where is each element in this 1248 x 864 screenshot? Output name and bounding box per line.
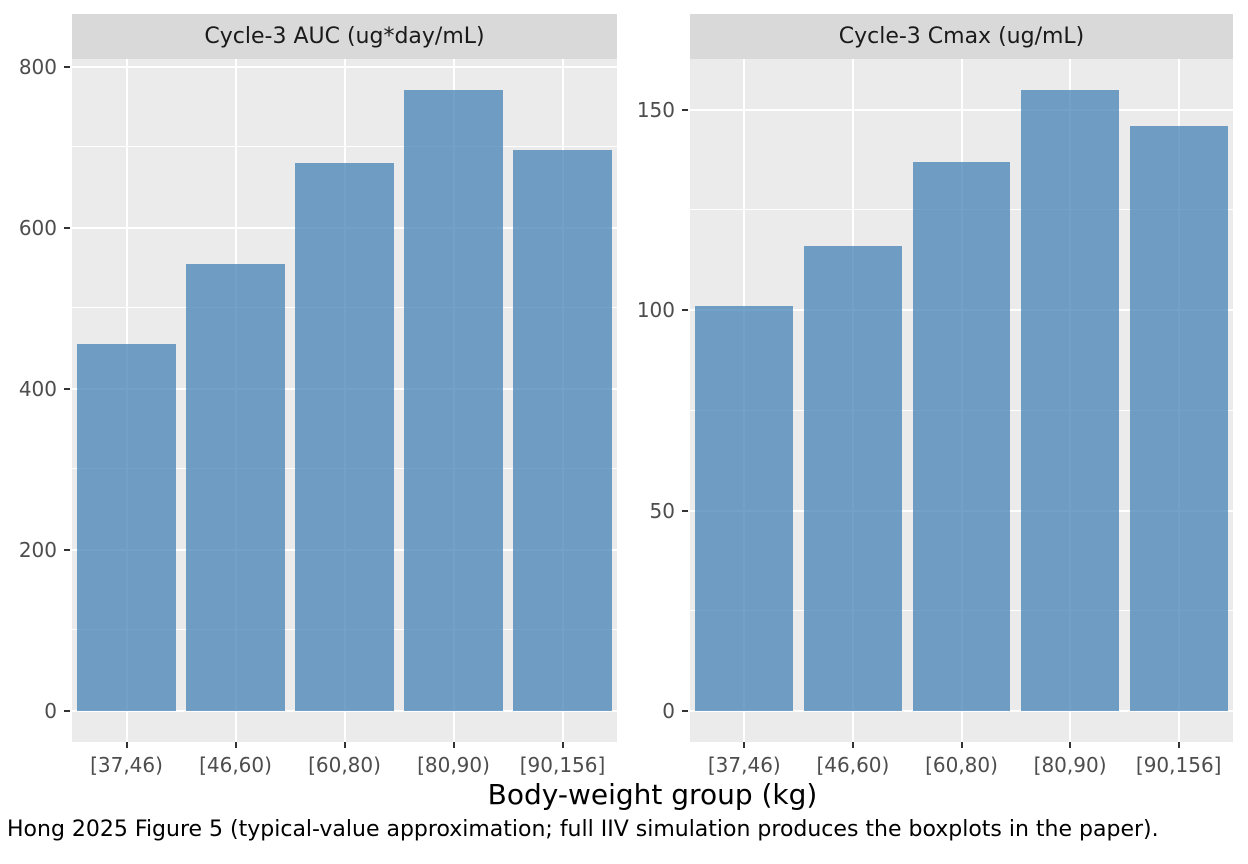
y-tick-label: 200 xyxy=(18,537,57,562)
x-tick-label: [60,80) xyxy=(308,753,381,777)
minor-gridline xyxy=(72,146,617,148)
facet-cmax: Cycle-3 Cmax (ug/mL) [37,46) [46,60) [60,8… xyxy=(690,0,1233,864)
y-axis-auc: 0 200 400 600 800 xyxy=(0,54,71,742)
y-tick-mark xyxy=(682,509,688,512)
x-axis-title: Body-weight group (kg) xyxy=(487,778,818,811)
y-tick-label: 0 xyxy=(44,698,57,723)
panel-cmax xyxy=(690,59,1233,742)
panel-auc xyxy=(72,59,617,742)
x-tick-label: [46,60) xyxy=(816,753,890,777)
y-tick-mark xyxy=(682,109,688,112)
major-gridline xyxy=(72,65,617,68)
y-tick-label: 100 xyxy=(636,298,675,323)
facet-strip-cmax: Cycle-3 Cmax (ug/mL) xyxy=(690,14,1233,59)
x-tick-label: [80,90) xyxy=(417,753,490,777)
y-tick-label: 800 xyxy=(18,54,57,79)
y-tick-mark xyxy=(64,226,70,229)
bar-[46,60) xyxy=(186,264,285,711)
bar-[90,156] xyxy=(513,149,612,711)
y-tick-mark xyxy=(64,387,70,390)
x-tick-mark xyxy=(234,742,237,748)
x-axis-auc: [37,46) [46,60) [60,80) [80,90) [90,156] xyxy=(72,742,617,792)
x-tick-label: [37,46) xyxy=(707,753,781,777)
x-tick-label: [46,60) xyxy=(199,753,272,777)
facet-auc: Cycle-3 AUC (ug*day/mL) [37,46) [46,60) [6… xyxy=(72,0,617,864)
facet-title-auc: Cycle-3 AUC (ug*day/mL) xyxy=(204,24,485,49)
y-tick-mark xyxy=(682,309,688,312)
y-tick-mark xyxy=(64,709,70,712)
y-tick-mark xyxy=(64,548,70,551)
bar-[60,80) xyxy=(912,162,1011,711)
bar-[60,80) xyxy=(295,162,394,711)
y-tick-label: 0 xyxy=(662,698,675,723)
facet-strip-auc: Cycle-3 AUC (ug*day/mL) xyxy=(72,14,617,59)
major-gridline xyxy=(690,109,1233,112)
x-tick-mark xyxy=(125,742,128,748)
y-tick-mark xyxy=(64,65,70,68)
bar-[80,90) xyxy=(1021,90,1119,711)
x-tick-label: [80,90) xyxy=(1033,753,1107,777)
x-tick-mark xyxy=(851,742,854,748)
x-tick-label: [90,156] xyxy=(1135,753,1222,777)
bar-[46,60) xyxy=(804,246,902,711)
y-tick-label: 50 xyxy=(649,498,675,523)
x-tick-mark xyxy=(561,742,564,748)
x-axis-cmax: [37,46) [46,60) [60,80) [80,90) [90,156] xyxy=(690,742,1233,792)
x-tick-mark xyxy=(343,742,346,748)
x-tick-label: [90,156] xyxy=(519,753,606,777)
x-tick-label: [37,46) xyxy=(90,753,163,777)
x-tick-mark xyxy=(743,742,746,748)
x-tick-mark xyxy=(960,742,963,748)
y-tick-mark xyxy=(682,709,688,712)
y-tick-label: 150 xyxy=(636,98,675,123)
major-gridline xyxy=(690,709,1233,712)
y-tick-label: 400 xyxy=(18,376,57,401)
figure-caption: Hong 2025 Figure 5 (typical-value approx… xyxy=(7,817,1159,842)
major-gridline xyxy=(72,709,617,712)
y-axis-cmax: 0 50 100 150 xyxy=(618,59,689,742)
facet-title-cmax: Cycle-3 Cmax (ug/mL) xyxy=(838,24,1085,49)
y-tick-label: 600 xyxy=(18,215,57,240)
x-tick-label: [60,80) xyxy=(925,753,998,777)
x-tick-mark xyxy=(1069,742,1072,748)
x-tick-mark xyxy=(452,742,455,748)
bar-[90,156] xyxy=(1129,126,1228,711)
x-tick-mark xyxy=(1177,742,1180,748)
bar-[37,46) xyxy=(695,306,794,711)
bar-[37,46) xyxy=(77,343,176,711)
bar-[80,90) xyxy=(404,90,503,711)
